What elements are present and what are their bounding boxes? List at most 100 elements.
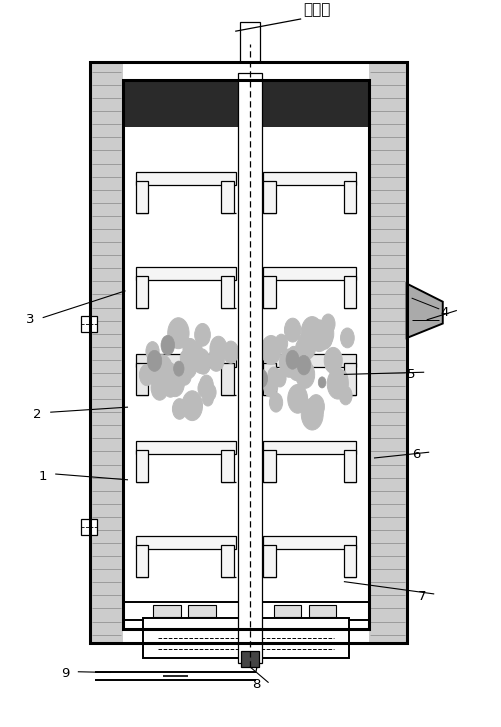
Circle shape bbox=[263, 377, 277, 397]
Circle shape bbox=[321, 314, 334, 334]
Circle shape bbox=[172, 398, 186, 419]
Circle shape bbox=[181, 351, 192, 366]
Bar bbox=[143, 618, 348, 658]
Circle shape bbox=[197, 379, 209, 397]
Circle shape bbox=[295, 340, 306, 356]
Bar bbox=[220, 545, 233, 577]
Bar bbox=[90, 62, 406, 643]
Bar bbox=[135, 545, 148, 577]
Bar bbox=[273, 605, 301, 617]
Circle shape bbox=[202, 390, 213, 406]
Bar bbox=[343, 276, 356, 308]
Circle shape bbox=[255, 369, 267, 387]
Circle shape bbox=[318, 377, 325, 388]
Text: 5: 5 bbox=[407, 368, 415, 381]
Circle shape bbox=[253, 377, 262, 389]
Circle shape bbox=[163, 377, 177, 397]
Bar bbox=[220, 364, 233, 395]
Bar bbox=[188, 605, 215, 617]
Circle shape bbox=[288, 352, 304, 376]
Bar bbox=[263, 354, 356, 367]
Circle shape bbox=[300, 357, 311, 372]
Circle shape bbox=[192, 349, 209, 374]
Bar bbox=[135, 267, 236, 280]
Circle shape bbox=[192, 342, 201, 356]
Bar bbox=[220, 276, 233, 308]
Text: 4: 4 bbox=[439, 306, 447, 319]
Bar bbox=[263, 441, 356, 454]
Circle shape bbox=[178, 366, 191, 385]
Circle shape bbox=[286, 350, 299, 369]
Bar bbox=[123, 80, 368, 127]
Circle shape bbox=[180, 350, 190, 366]
Bar bbox=[135, 364, 148, 395]
Bar bbox=[220, 451, 233, 482]
Circle shape bbox=[334, 370, 347, 389]
Bar bbox=[135, 182, 148, 213]
Circle shape bbox=[269, 393, 282, 412]
Bar bbox=[263, 536, 356, 549]
Circle shape bbox=[261, 336, 281, 364]
Circle shape bbox=[182, 339, 197, 360]
Circle shape bbox=[287, 385, 307, 413]
Circle shape bbox=[297, 332, 316, 359]
Circle shape bbox=[327, 369, 348, 399]
Polygon shape bbox=[406, 284, 442, 338]
Text: 2: 2 bbox=[34, 408, 42, 421]
Bar bbox=[135, 536, 236, 549]
Bar bbox=[263, 267, 356, 280]
Circle shape bbox=[150, 355, 172, 386]
Bar bbox=[220, 182, 233, 213]
Bar bbox=[123, 80, 368, 629]
Circle shape bbox=[167, 318, 189, 349]
Circle shape bbox=[188, 356, 199, 371]
Circle shape bbox=[339, 386, 351, 405]
Circle shape bbox=[161, 335, 174, 355]
Circle shape bbox=[208, 348, 224, 371]
Text: 1: 1 bbox=[39, 470, 47, 483]
Circle shape bbox=[279, 349, 299, 377]
Bar bbox=[135, 276, 148, 308]
Circle shape bbox=[196, 354, 210, 374]
Bar bbox=[343, 364, 356, 395]
Circle shape bbox=[284, 318, 300, 342]
Bar bbox=[153, 605, 180, 617]
Circle shape bbox=[340, 328, 354, 348]
Circle shape bbox=[274, 369, 286, 387]
Circle shape bbox=[301, 316, 323, 348]
Bar bbox=[308, 605, 336, 617]
Circle shape bbox=[194, 324, 210, 346]
Circle shape bbox=[324, 348, 342, 374]
Bar bbox=[263, 545, 276, 577]
Circle shape bbox=[301, 398, 323, 430]
Circle shape bbox=[179, 353, 196, 379]
Bar bbox=[239, 22, 260, 62]
Text: 7: 7 bbox=[417, 590, 425, 603]
Circle shape bbox=[139, 364, 154, 385]
Circle shape bbox=[287, 355, 305, 381]
Circle shape bbox=[295, 361, 314, 388]
Bar bbox=[240, 651, 259, 667]
Bar bbox=[263, 182, 276, 213]
Bar bbox=[135, 354, 236, 367]
Bar bbox=[135, 441, 236, 454]
Bar bbox=[263, 172, 356, 185]
Bar bbox=[343, 182, 356, 213]
Circle shape bbox=[173, 361, 184, 376]
Bar bbox=[135, 172, 236, 185]
Bar bbox=[343, 545, 356, 577]
Text: 分散轴: 分散轴 bbox=[303, 1, 331, 17]
Circle shape bbox=[315, 321, 333, 347]
Circle shape bbox=[151, 375, 168, 400]
Circle shape bbox=[268, 367, 279, 384]
Circle shape bbox=[165, 370, 184, 397]
Circle shape bbox=[307, 395, 324, 419]
Bar bbox=[263, 364, 276, 395]
Circle shape bbox=[204, 384, 215, 401]
Text: 9: 9 bbox=[61, 667, 69, 680]
Bar bbox=[90, 62, 123, 643]
Circle shape bbox=[223, 341, 238, 364]
Bar bbox=[237, 73, 262, 663]
Circle shape bbox=[275, 334, 287, 353]
Bar bbox=[368, 62, 406, 643]
